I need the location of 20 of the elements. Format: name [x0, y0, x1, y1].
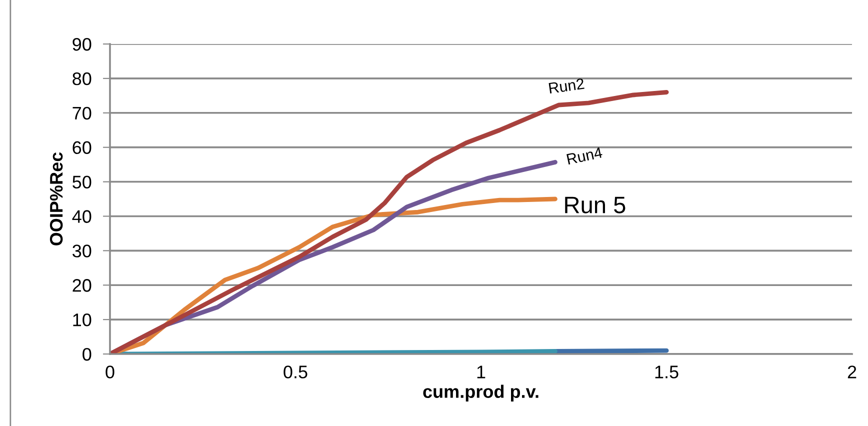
y-tick-label: 60 — [72, 141, 92, 154]
series-label: Run 5 — [565, 196, 626, 214]
y-tick-label: 70 — [72, 106, 92, 120]
y-tick-label: 40 — [72, 210, 92, 223]
y-tick-label: 30 — [72, 244, 92, 258]
y-tick-label: 90 — [72, 38, 92, 51]
x-tick-label: 1 — [477, 366, 486, 378]
y-tick-label: 20 — [72, 279, 92, 292]
x-axis-title: cum.prod p.v. — [423, 384, 538, 402]
y-axis-title: OOIP%Rec — [50, 152, 63, 246]
x-tick-label: 0.5 — [284, 366, 308, 378]
y-tick-label: 0 — [82, 348, 92, 361]
x-tick-label: 0 — [106, 366, 114, 378]
y-tick-label: 50 — [72, 176, 92, 189]
y-tick-label: 10 — [73, 313, 92, 326]
text: Run4 — [566, 147, 603, 165]
x-tick-label: 2 — [848, 366, 856, 378]
y-tick-label: 80 — [72, 72, 92, 86]
x-tick-label: 1.5 — [655, 366, 678, 378]
text: Run2 — [548, 78, 584, 94]
